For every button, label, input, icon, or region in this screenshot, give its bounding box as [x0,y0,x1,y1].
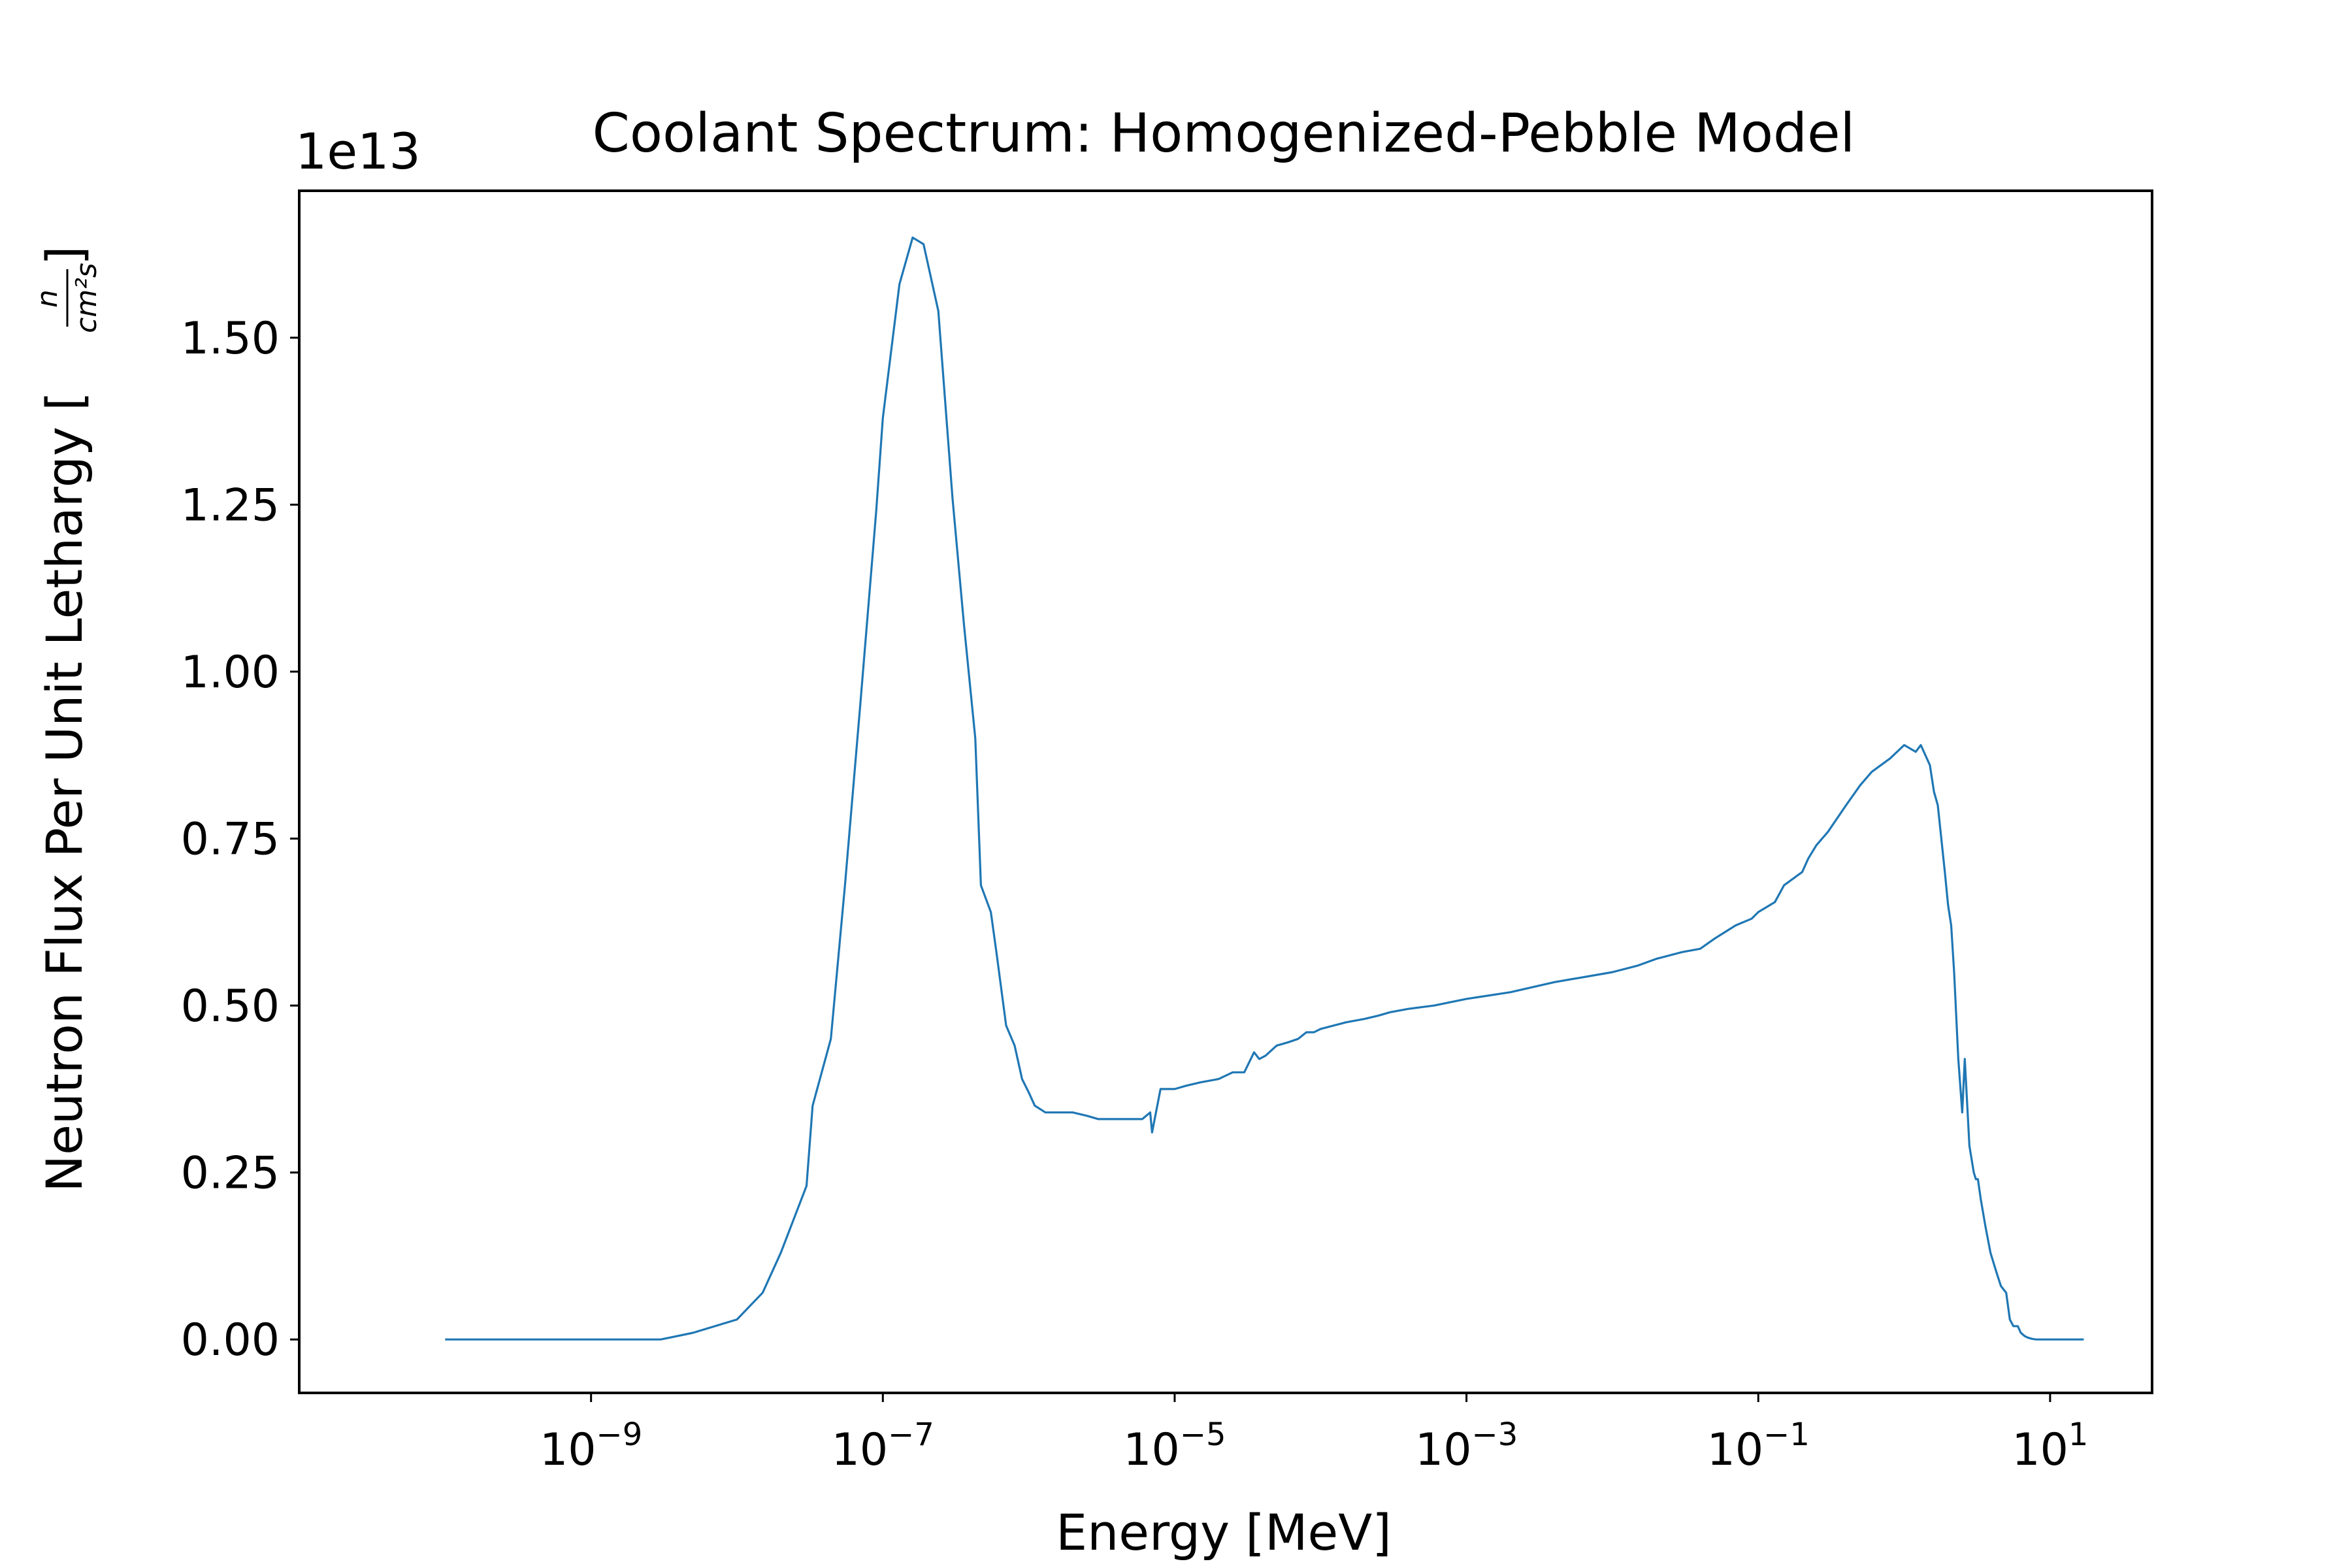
x-tick-label: 10−9 [540,1416,642,1476]
y-tick-label: 0.50 [181,981,280,1032]
x-tick-base: 10 [540,1424,596,1476]
y-tick-label: 0.00 [181,1315,280,1366]
y-axis-ticks: 0.00 0.25 0.50 0.75 1.00 1.25 1.50 [181,313,299,1366]
x-tick-exponent: −9 [596,1416,643,1453]
x-tick-exponent: 1 [2068,1416,2089,1453]
y-axis-unit-close: ] [35,246,93,265]
x-tick-label: 101 [2012,1416,2088,1476]
x-tick-label: 10−7 [832,1416,934,1476]
x-axis-label: Energy [MeV] [1056,1503,1392,1561]
x-tick-base: 10 [2012,1424,2068,1476]
y-tick-label: 0.25 [181,1148,280,1200]
x-tick-label: 10−3 [1415,1416,1518,1476]
y-offset-label: 1e13 [295,122,421,180]
chart-title: Coolant Spectrum: Homogenized-Pebble Mod… [593,103,1855,165]
y-axis-unit-numerator: n [31,289,64,308]
y-tick-label: 1.50 [181,313,280,365]
x-tick-base: 10 [1415,1424,1472,1476]
plot-frame [298,189,2153,1394]
y-axis-unit-denominator: cm²s [70,263,103,333]
x-tick-base: 10 [1707,1424,1764,1476]
y-axis-unit-open: [ [35,391,93,411]
y-tick-label: 1.00 [181,647,280,698]
x-tick-label: 10−1 [1707,1416,1810,1476]
x-tick-exponent: −3 [1471,1416,1518,1453]
x-tick-exponent: −1 [1763,1416,1810,1453]
y-axis-label-text: Neutron Flux Per Unit Lethargy [35,427,93,1192]
y-axis-unit-group: n cm²s ] [31,246,103,333]
y-tick-label: 1.25 [181,480,280,531]
y-tick-label: 0.75 [181,814,280,866]
x-tick-base: 10 [832,1424,889,1476]
y-axis-label-group: Neutron Flux Per Unit Lethargy [ [35,391,93,1192]
x-tick-exponent: −7 [888,1416,934,1453]
x-tick-exponent: −5 [1180,1416,1226,1453]
series-line [445,237,2084,1341]
x-tick-label: 10−5 [1123,1416,1226,1476]
y-axis-label: Neutron Flux Per Unit Lethargy [ [35,391,93,1192]
x-tick-base: 10 [1123,1424,1180,1476]
x-axis-ticks: 10−9 10−7 10−5 10−3 10−1 101 [540,1393,2088,1476]
